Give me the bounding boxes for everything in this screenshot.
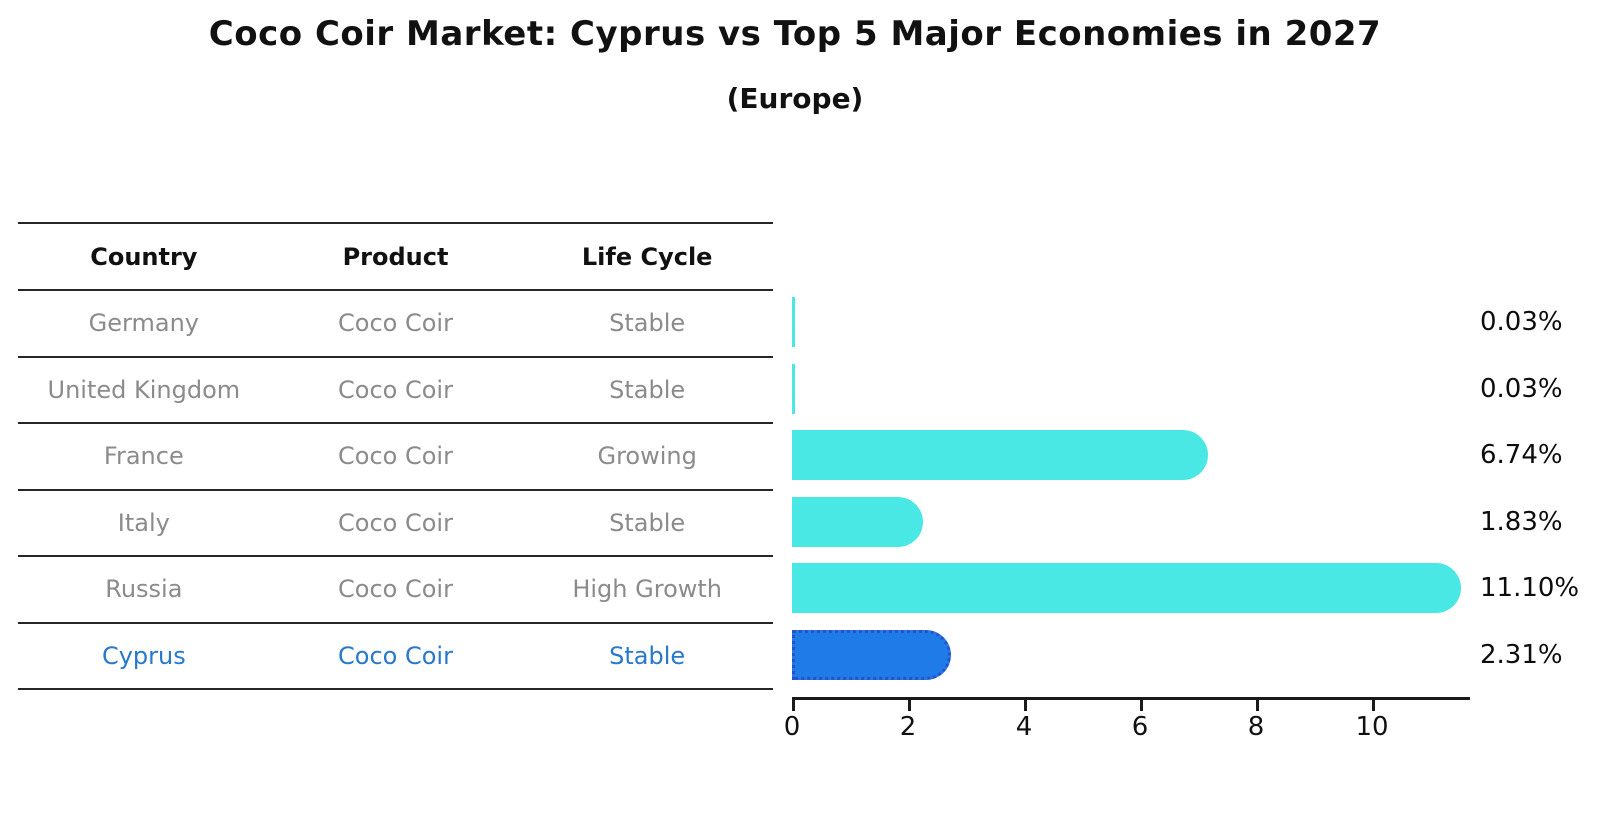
table-row: Cyprus Coco Coir Stable: [18, 624, 773, 690]
table-cell-country: France: [103, 442, 184, 471]
x-axis-tick-label: 2: [899, 712, 917, 742]
table-cell-life-cycle: Growing: [597, 442, 697, 471]
table-cell-life-cycle: Stable: [609, 641, 686, 670]
bar-cyprus: [792, 629, 951, 680]
table-cell-life-cycle: High Growth: [572, 575, 723, 604]
table-cell-product: Coco Coir: [338, 309, 453, 338]
x-axis-tick: [1140, 700, 1143, 711]
x-axis-line: [792, 697, 1470, 700]
table-cell-product: Coco Coir: [338, 375, 453, 404]
table-cell-country: Italy: [117, 508, 170, 537]
x-axis-tick: [908, 700, 911, 711]
x-axis-tick: [1372, 700, 1375, 711]
chart-title: Coco Coir Market: Cyprus vs Top 5 Major …: [208, 14, 1382, 54]
table-cell-country: Germany: [88, 309, 199, 338]
table-body: Germany Coco Coir Stable United Kingdom Coco…: [18, 291, 773, 690]
table-cell-life-cycle: Stable: [609, 508, 686, 537]
table-header-row: Country Product Life Cycle: [18, 224, 773, 291]
bar-value-label: 0.03%: [1480, 307, 1563, 338]
bar-value-label: 1.83%: [1480, 506, 1563, 537]
table-cell-product: Coco Coir: [338, 641, 453, 670]
table-cell-country: Russia: [105, 575, 183, 604]
bar-france: [792, 430, 1208, 481]
table-row: France Coco Coir Growing: [18, 424, 773, 491]
column-header-product: Product: [342, 242, 449, 271]
x-axis-tick: [792, 700, 795, 711]
table-cell-product: Coco Coir: [338, 508, 453, 537]
x-axis-tick-label: 4: [1015, 712, 1033, 742]
column-header-life-cycle: Life Cycle: [581, 242, 713, 271]
x-axis-tick: [1256, 700, 1259, 711]
bar-value-label: 6.74%: [1480, 440, 1563, 471]
x-axis-tick-label: 6: [1131, 712, 1149, 742]
bar-value-label: 0.03%: [1480, 373, 1563, 404]
bar-plot-area: [792, 289, 1470, 688]
bar-value-label: 11.10%: [1480, 573, 1580, 604]
table-row: United Kingdom Coco Coir Stable: [18, 358, 773, 424]
x-axis-tick-label: 8: [1247, 712, 1265, 742]
table-cell-life-cycle: Stable: [609, 309, 686, 338]
x-axis-tick: [1024, 700, 1027, 711]
table-row: Russia Coco Coir High Growth: [18, 557, 773, 624]
x-axis-tick-label: 0: [783, 712, 801, 742]
bar-russia: [792, 563, 1461, 614]
x-axis-tick-label: 10: [1355, 712, 1389, 742]
table-cell-life-cycle: Stable: [609, 375, 686, 404]
table-row: Germany Coco Coir Stable: [18, 291, 773, 358]
table-cell-country: United Kingdom: [47, 375, 241, 404]
bar-value-label: 2.31%: [1480, 639, 1563, 670]
chart-subtitle: (Europe): [726, 82, 864, 115]
country-info-table: Country Product Life Cycle Germany Coco C…: [18, 222, 773, 690]
column-header-country: Country: [90, 242, 198, 271]
table-row: Italy Coco Coir Stable: [18, 491, 773, 557]
bar-germany: [792, 297, 795, 348]
bar-italy: [792, 496, 924, 547]
bar-united-kingdom: [792, 363, 795, 414]
table-cell-product: Coco Coir: [338, 442, 453, 471]
table-cell-product: Coco Coir: [338, 575, 453, 604]
table-cell-country: Cyprus: [101, 641, 186, 670]
